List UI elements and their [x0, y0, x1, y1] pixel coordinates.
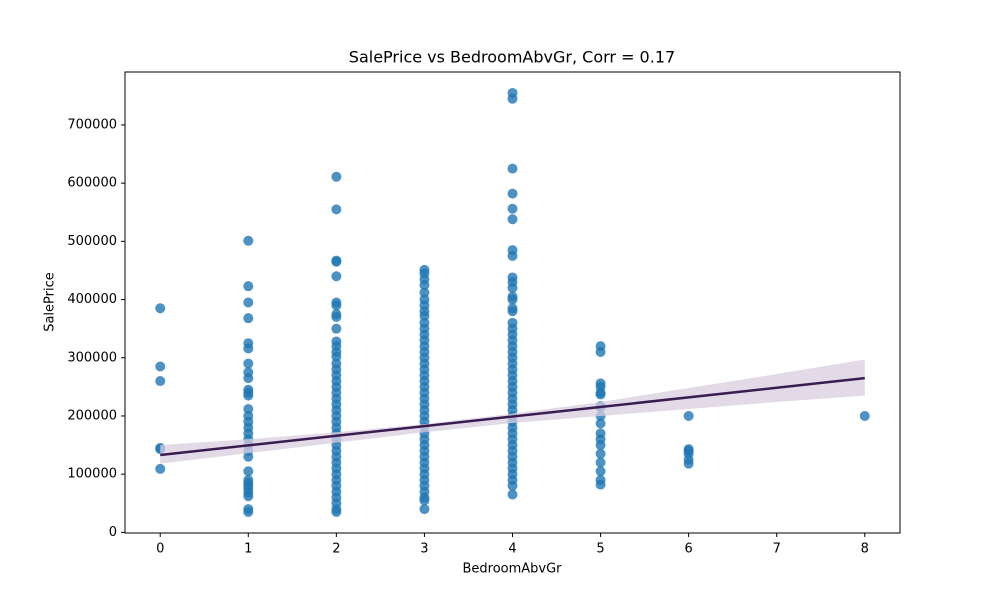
y-tick-label: 500000: [67, 234, 117, 249]
point: [507, 294, 518, 305]
point: [243, 235, 254, 246]
chart-title: SalePrice vs BedroomAbvGr, Corr = 0.17: [349, 48, 675, 67]
y-tick-label: 100000: [67, 467, 117, 482]
x-tick-label: 8: [861, 542, 869, 557]
point: [507, 480, 518, 491]
point: [595, 448, 606, 459]
y-tick-label: 600000: [67, 176, 117, 191]
regression-line: [160, 376, 865, 457]
point: [243, 491, 254, 502]
point: [331, 256, 342, 267]
plot-frame: [124, 71, 901, 534]
y-tick-label: 400000: [67, 292, 117, 307]
point: [419, 495, 430, 506]
point: [507, 282, 518, 293]
point: [507, 188, 518, 199]
point: [243, 343, 254, 354]
point: [243, 297, 254, 308]
point: [331, 323, 342, 334]
point: [595, 479, 606, 490]
x-tick-label: 2: [332, 542, 340, 557]
point: [507, 163, 518, 174]
point: [595, 440, 606, 451]
confidence-band: [160, 359, 865, 464]
point: [243, 466, 254, 477]
point: [507, 489, 518, 500]
point: [243, 358, 254, 369]
point: [243, 403, 254, 414]
x-tick-label: 0: [156, 542, 164, 557]
x-tick-label: 6: [684, 542, 692, 557]
point: [155, 361, 166, 372]
y-tick-label: 0: [109, 525, 117, 540]
x-tick-label: 4: [508, 542, 516, 557]
point: [243, 390, 254, 401]
point: [419, 310, 430, 321]
y-tick-label: 300000: [67, 350, 117, 365]
point: [683, 410, 694, 421]
point: [507, 214, 518, 225]
point: [419, 504, 430, 515]
point: [507, 250, 518, 261]
point: [155, 303, 166, 314]
point: [331, 300, 342, 311]
point: [595, 466, 606, 477]
y-tick-label: 700000: [67, 117, 117, 132]
point: [507, 93, 518, 104]
point: [331, 506, 342, 517]
x-axis-label: BedroomAbvGr: [462, 562, 562, 577]
point: [595, 346, 606, 357]
point: [331, 204, 342, 215]
point: [155, 376, 166, 387]
point: [683, 458, 694, 469]
point: [419, 287, 430, 298]
point: [243, 451, 254, 462]
x-tick-label: 5: [596, 542, 604, 557]
point: [859, 410, 870, 421]
x-tick-label: 1: [244, 542, 252, 557]
point: [243, 373, 254, 384]
point: [595, 457, 606, 468]
point: [331, 351, 342, 362]
x-tick-label: 7: [773, 542, 781, 557]
point: [243, 506, 254, 517]
point: [507, 306, 518, 317]
point: [155, 463, 166, 474]
point: [419, 280, 430, 291]
y-axis-label: SalePrice: [43, 272, 58, 332]
point: [243, 281, 254, 292]
point: [331, 171, 342, 182]
point: [595, 418, 606, 429]
x-tick-label: 3: [420, 542, 428, 557]
point: [331, 271, 342, 282]
point: [507, 203, 518, 214]
point: [243, 313, 254, 324]
point: [595, 389, 606, 400]
y-tick-label: 200000: [67, 408, 117, 423]
point: [331, 312, 342, 323]
